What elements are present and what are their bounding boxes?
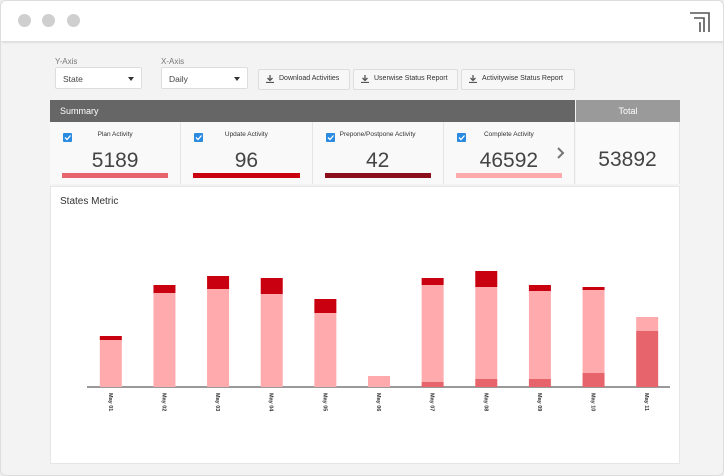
- y-axis-select[interactable]: State: [55, 67, 142, 89]
- bar-segment: [528, 291, 551, 379]
- bar-segment: [207, 289, 230, 387]
- card-label: Update Activity: [224, 131, 268, 138]
- x-axis-label: X-Axis: [161, 57, 185, 66]
- bar-segment: [636, 317, 659, 331]
- bar-segment: [99, 340, 122, 387]
- app-logo: [690, 12, 710, 32]
- activitywise-button[interactable]: Activitywise Status Report: [461, 69, 575, 90]
- summary-header: Summary: [50, 100, 575, 122]
- userwise-button[interactable]: Userwise Status Report: [353, 69, 458, 90]
- bar-segment: [207, 276, 230, 289]
- card-label: Prepone/Postpone Activity: [339, 131, 416, 138]
- window-close[interactable]: [18, 14, 31, 27]
- title-bar: [1, 1, 723, 41]
- chart: May 01 May 02 May 03 May 04 May 05 May 06 May …: [87, 271, 670, 412]
- card-underline: [62, 173, 169, 178]
- x-tick-label: May 02: [160, 393, 166, 411]
- bar-segment: [636, 331, 659, 387]
- total-value: 53892: [598, 148, 657, 171]
- x-tick-label: May 10: [590, 393, 596, 411]
- next-arrow[interactable]: [556, 147, 566, 159]
- bar-segment: [475, 287, 498, 379]
- card-value: 96: [234, 149, 259, 172]
- x-tick-label: May 01: [107, 393, 113, 411]
- bar-segment: [582, 373, 605, 387]
- card-value: 5189: [91, 149, 139, 172]
- bar-segment: [260, 278, 283, 294]
- card-underline: [193, 173, 300, 178]
- button-label: Download Activities: [279, 75, 340, 82]
- x-tick-label: May 11: [643, 393, 649, 411]
- checkbox[interactable]: [325, 133, 335, 142]
- summary-card: Prepone/Postpone Activity 42: [312, 122, 444, 184]
- x-axis-select[interactable]: Daily: [161, 67, 248, 89]
- x-tick-label: May 09: [536, 393, 542, 411]
- bar-segment: [99, 336, 122, 340]
- bar-segment: [153, 285, 176, 293]
- bar-segment: [260, 294, 283, 387]
- bar-segment: [421, 382, 444, 387]
- summary-card: Plan Activity 5189: [50, 122, 182, 184]
- bar-segment: [528, 285, 551, 291]
- chart-title: States Metric: [60, 196, 119, 207]
- x-tick-label: May 03: [214, 393, 220, 411]
- summary-card: Update Activity 96: [181, 122, 313, 184]
- bar-segment: [475, 271, 498, 287]
- card-label: Plan Activity: [97, 131, 133, 138]
- x-tick-label: May 07: [429, 393, 435, 411]
- bar-segment: [582, 287, 605, 290]
- chart-panel: States Metric May 01 May 02 May 03 May 04 Ma…: [50, 186, 680, 464]
- bar-segment: [314, 299, 337, 313]
- card-value: 46592: [479, 149, 539, 172]
- card-label: Complete Activity: [483, 131, 534, 138]
- x-tick-label: May 04: [268, 393, 274, 412]
- bar-segment: [421, 278, 444, 285]
- card-underline: [324, 173, 431, 178]
- x-tick-label: May 05: [321, 393, 327, 411]
- window-minimize[interactable]: [42, 14, 55, 27]
- bar-segment: [153, 293, 176, 387]
- bar-segment: [368, 376, 390, 387]
- download-button[interactable]: Download Activities: [258, 69, 350, 90]
- button-label: Userwise Status Report: [374, 75, 448, 82]
- button-label: Activitywise Status Report: [482, 75, 563, 82]
- total-header: Total: [576, 100, 680, 122]
- x-tick-label: May 06: [375, 393, 381, 411]
- checkbox[interactable]: [63, 133, 72, 142]
- checkbox[interactable]: [194, 133, 204, 142]
- window-maximize[interactable]: [67, 14, 80, 27]
- checkbox[interactable]: [456, 133, 466, 142]
- bar-segment: [421, 285, 444, 382]
- card-underline: [455, 173, 562, 178]
- bar-segment: [475, 379, 498, 387]
- bar-segment: [582, 290, 605, 373]
- y-axis-label: Y-Axis: [55, 57, 78, 66]
- card-value: 42: [365, 149, 390, 172]
- bar-segment: [528, 379, 551, 387]
- x-tick-label: May 08: [482, 393, 488, 411]
- bar-segment: [314, 313, 337, 387]
- summary-card: Complete Activity 46592: [443, 122, 575, 184]
- total-card: 53892: [576, 122, 680, 184]
